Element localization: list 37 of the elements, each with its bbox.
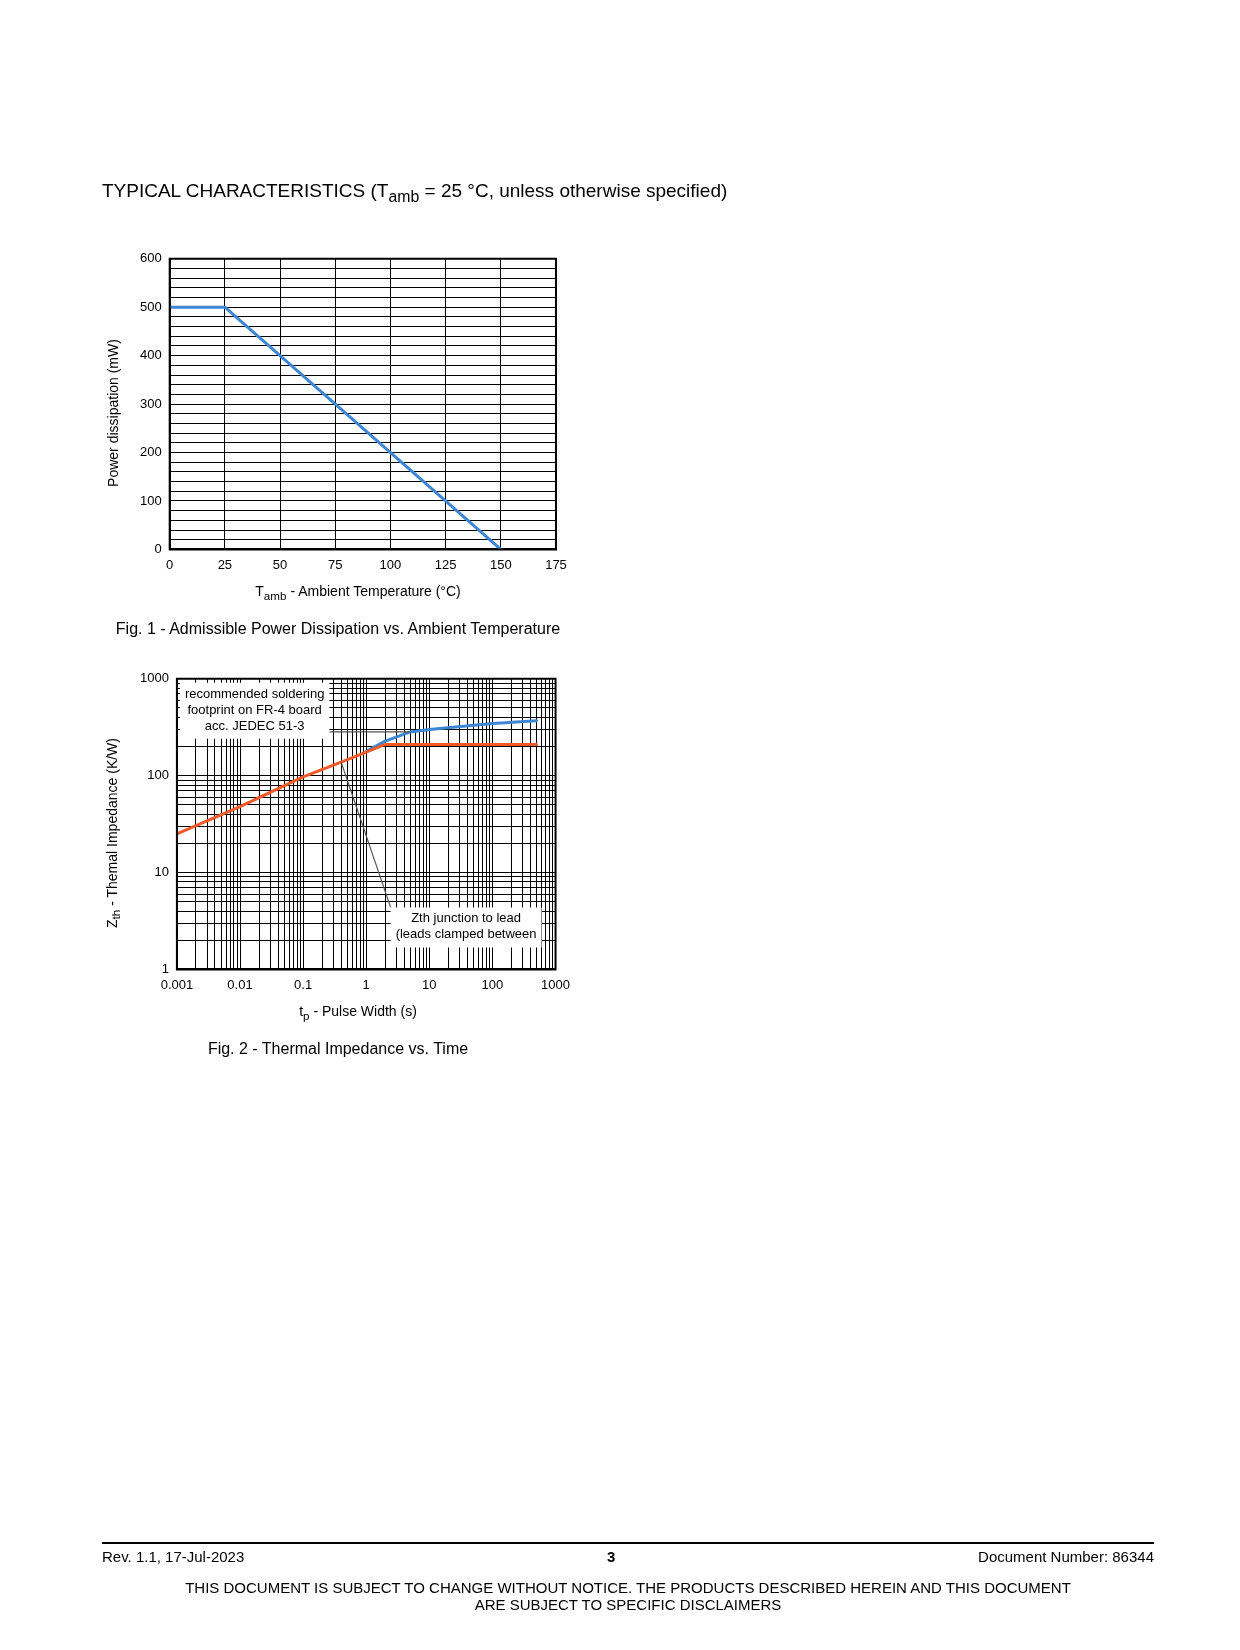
x-tick-label: 10	[422, 976, 437, 992]
y-tick-label: 0	[154, 540, 162, 556]
x-tick-label: 25	[217, 556, 233, 572]
text: Document Number: 86344	[978, 1548, 1154, 1565]
x-tick-label: 100	[481, 976, 504, 992]
x-tick-label: 100	[379, 556, 402, 572]
text: THIS DOCUMENT IS SUBJECT TO CHANGE WITHOUT NOTICE. THE PRODUCTS DESCRIBED HEREIN AND THIS DOCUMENT ARE SUBJECT TO SPECIFIC DISCLAIMERS	[184, 1579, 1072, 1613]
x-axis-title: t$_{p}$ - Pulse Width (s)	[298, 1003, 418, 1022]
annotation: recommended soldering footprint on FR-4 board acc. JEDEC 51-3	[184, 685, 325, 733]
x-tick-label: 0.001	[160, 976, 194, 992]
x-tick-label: 175	[545, 556, 567, 572]
y-axis-title: Power dissipation (mW)	[105, 339, 121, 487]
text: Fig. 2 - Thermal Impedance vs. Time	[206, 1039, 470, 1058]
x-tick-label: 1	[362, 976, 370, 992]
y-tick-label: 1000	[140, 670, 169, 686]
y-tick-label: 100	[139, 492, 162, 508]
y-tick-label: 1	[161, 960, 169, 976]
x-tick-label: 150	[489, 556, 512, 572]
x-tick-label: 0.01	[227, 976, 253, 992]
y-tick-label: 600	[139, 250, 162, 266]
text: Rev. 1.1, 17-Jul-2023	[102, 1548, 245, 1565]
y-tick-label: 200	[139, 444, 162, 460]
y-tick-label: 100	[147, 767, 169, 783]
x-tick-label: 75	[328, 556, 343, 572]
x-tick-label: 0.1	[294, 976, 313, 992]
x-tick-label: 50	[272, 556, 288, 572]
text: 3	[607, 1548, 616, 1565]
annotation: Zth junction to lead (leads clamped between	[395, 910, 537, 942]
y-tick-label: 10	[154, 864, 169, 880]
y-tick-label: 300	[139, 395, 162, 411]
x-tick-label: 125	[434, 556, 457, 572]
y-tick-label: 400	[139, 347, 162, 363]
text: Fig. 1 - Admissible Power Dissipation vs. Ambient Temperature	[114, 619, 562, 638]
text: TYPICAL CHARACTERISTICS (T$_{amb}$ = 25 °C, unless otherwise specified)	[102, 180, 728, 206]
x-tick-label: 1000	[541, 976, 570, 992]
x-axis-title: T$_{amb}$ - Ambient Temperature (°C)	[254, 583, 462, 602]
y-tick-label: 500	[139, 298, 162, 314]
